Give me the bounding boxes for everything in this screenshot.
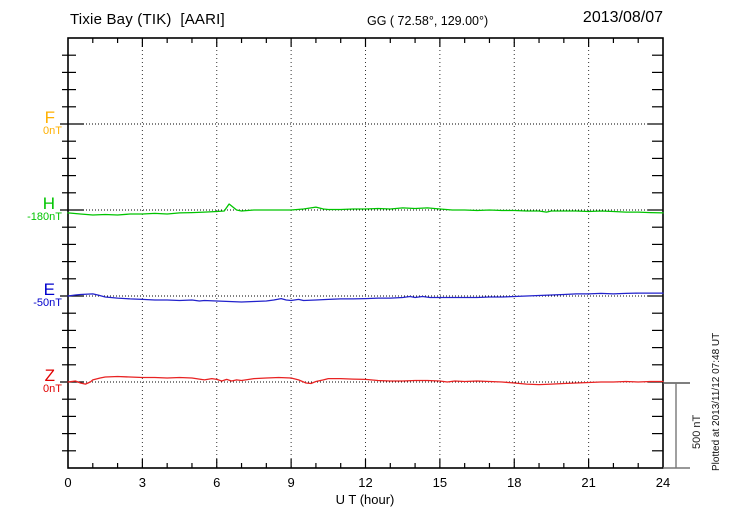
- trace-H: [67, 203, 664, 216]
- channel-baseline-Z: 0nT: [43, 383, 62, 395]
- channel-letter-F: F: [44, 108, 55, 127]
- channel-baseline-H: -180nT: [27, 211, 62, 223]
- trace-Z: [67, 375, 664, 386]
- y-axis-ticks: [60, 54, 663, 452]
- channel-label-E: E -50nT: [33, 281, 62, 309]
- x-tick-label: 0: [64, 475, 72, 490]
- channel-label-Z: Z 0nT: [43, 367, 62, 395]
- plotted-at-timestamp: Plotted at 2013/11/12 07:48 UT: [711, 332, 722, 471]
- channel-letter-H: H: [42, 194, 55, 213]
- x-tick-label: 9: [287, 475, 295, 490]
- amplitude-scale-bar: [663, 382, 690, 469]
- x-axis-ticks: [92, 38, 639, 468]
- x-tick-label: 6: [213, 475, 221, 490]
- vertical-gridlines: [141, 38, 590, 468]
- x-axis-title: U T (hour): [335, 492, 395, 507]
- x-tick-label: 18: [507, 475, 522, 490]
- channel-label-F: F 0nT: [43, 109, 62, 137]
- observation-date: 2013/08/07: [582, 9, 663, 26]
- channel-baseline-E: -50nT: [33, 297, 62, 309]
- x-tick-label: 24: [655, 475, 671, 490]
- channel-letter-Z: Z: [44, 366, 55, 385]
- x-tick-label: 21: [581, 475, 596, 490]
- channel-letter-E: E: [43, 280, 55, 299]
- trace-E: [67, 292, 664, 303]
- geographic-coordinates: GG ( 72.58°, 129.00°): [367, 14, 489, 28]
- channel-baselines: [68, 123, 663, 383]
- x-tick-label: 3: [138, 475, 146, 490]
- amplitude-scale-label: 500 nT: [691, 414, 703, 449]
- station-title: Tixie Bay (TIK) [AARI]: [70, 11, 225, 28]
- x-tick-label: 15: [432, 475, 448, 490]
- x-tick-label: 12: [358, 475, 373, 490]
- channel-baseline-F: 0nT: [43, 125, 62, 137]
- channel-label-H: H -180nT: [27, 195, 62, 223]
